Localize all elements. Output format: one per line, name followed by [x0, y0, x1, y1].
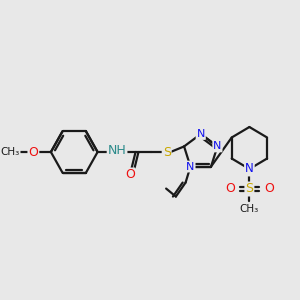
Text: NH: NH	[108, 143, 126, 157]
Text: O: O	[264, 182, 274, 196]
Text: CH₃: CH₃	[240, 204, 259, 214]
Text: O: O	[125, 169, 135, 182]
Text: O: O	[28, 146, 38, 158]
Text: S: S	[163, 146, 171, 158]
Text: CH₃: CH₃	[0, 147, 20, 157]
Text: N: N	[186, 162, 195, 172]
Text: O: O	[225, 182, 235, 196]
Text: N: N	[196, 129, 205, 139]
Text: N: N	[213, 141, 222, 152]
Text: N: N	[245, 163, 254, 176]
Text: S: S	[245, 182, 253, 196]
